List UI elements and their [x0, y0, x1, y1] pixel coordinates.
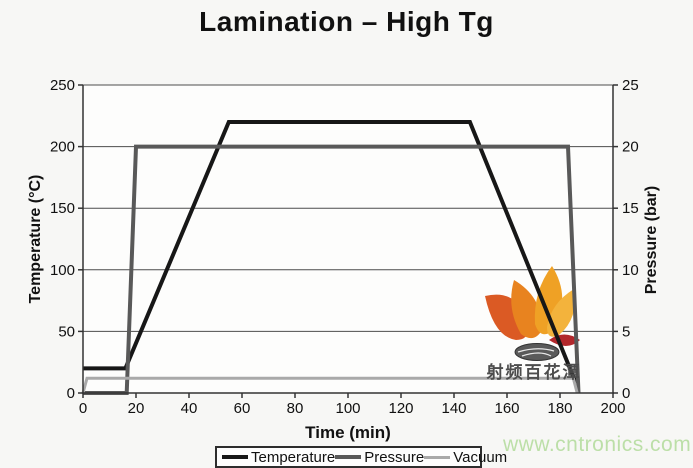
temperature-line-swatch — [222, 455, 248, 459]
watermark-logo — [485, 266, 580, 361]
legend-label-pressure: Pressure — [364, 448, 425, 466]
x-tick-label: 140 — [441, 400, 466, 417]
y-left-tick-label: 150 — [50, 200, 75, 217]
logo-petal-middle — [511, 280, 543, 339]
logo-stone-highlight — [517, 348, 555, 357]
x-tick-label: 200 — [600, 400, 625, 417]
x-tick-label: 160 — [494, 400, 519, 417]
watermark-url-text: www.cntronics.com — [503, 433, 692, 456]
x-tick-label: 120 — [388, 400, 413, 417]
plot-area — [83, 85, 613, 393]
legend-item-temperature: Temperature — [222, 449, 335, 466]
logo-stone — [514, 343, 560, 361]
y-right-tick-label: 15 — [622, 200, 639, 217]
x-tick-label: 60 — [234, 400, 251, 417]
y-right-tick-label: 20 — [622, 139, 639, 156]
pressure-line-swatch — [335, 455, 362, 459]
y-left-tick-label: 100 — [50, 262, 75, 279]
y-right-tick-label: 10 — [622, 262, 639, 279]
y-left-tick-label: 50 — [58, 323, 75, 340]
y-right-tick-label: 0 — [622, 385, 630, 402]
x-tick-label: 80 — [287, 400, 304, 417]
vacuum-line — [81, 376, 579, 394]
legend-label-vacuum: Vacuum — [453, 448, 508, 466]
legend-item-pressure: Pressure — [335, 449, 424, 466]
watermark-chinese-text: 射频百花潭 — [486, 363, 582, 382]
plot-background — [83, 85, 613, 393]
legend-label-temperature: Temperature — [251, 448, 336, 466]
y-left-tick-label: 250 — [50, 77, 75, 94]
x-tick-label: 40 — [181, 400, 198, 417]
y-left-tick-label: 200 — [50, 139, 75, 156]
y-left-tick-label: 0 — [67, 385, 75, 402]
x-tick-label: 20 — [128, 400, 145, 417]
page-title: Lamination – High Tg — [199, 6, 494, 37]
y-axis-title-left: Temperature (°C) — [27, 174, 44, 304]
y-right-tick-label: 5 — [622, 323, 630, 340]
x-tick-label: 0 — [79, 400, 87, 417]
axes-and-ticks — [78, 84, 618, 398]
y-axis-title-right: Pressure (bar) — [643, 185, 660, 295]
legend-item-vacuum: Vacuum — [424, 449, 507, 466]
y-right-tick-label: 25 — [622, 77, 639, 94]
x-axis-title: Time (min) — [305, 423, 391, 442]
vacuum-line-swatch — [424, 455, 451, 459]
temperature-line — [83, 120, 578, 384]
x-tick-label: 100 — [335, 400, 360, 417]
x-tick-label: 180 — [547, 400, 572, 417]
